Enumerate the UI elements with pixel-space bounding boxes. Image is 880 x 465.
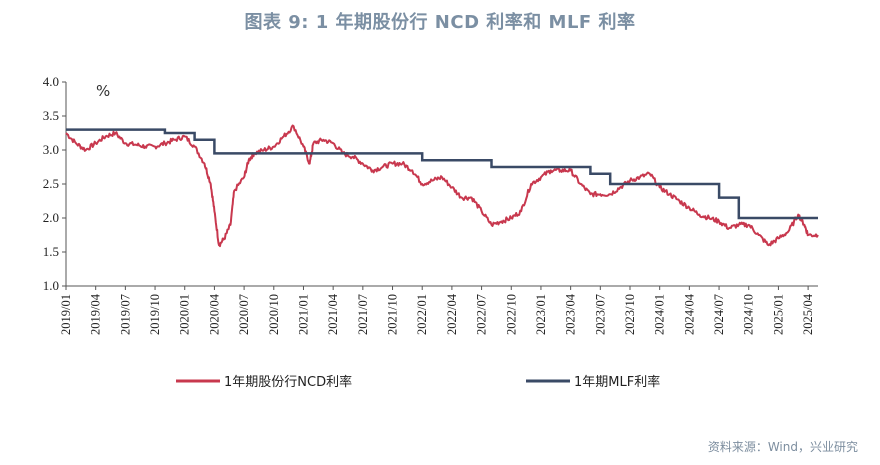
y-tick-label: 2.0 (43, 210, 59, 225)
x-tick-label: 2020/07 (237, 294, 251, 335)
y-unit-label: % (96, 82, 110, 100)
x-tick-label: 2024/07 (712, 294, 726, 335)
x-tick-label: 2021/04 (326, 293, 340, 335)
x-tick-label: 2020/04 (207, 293, 221, 335)
x-tick-label: 2021/07 (356, 294, 370, 335)
x-tick-label: 2020/10 (267, 294, 281, 335)
x-tick-label: 2019/07 (118, 294, 132, 335)
x-tick-label: 2025/01 (771, 294, 785, 335)
y-tick-label: 1.0 (43, 278, 59, 293)
y-tick-label: 3.0 (43, 142, 59, 157)
legend-item-mlf: 1年期MLF利率 (526, 374, 660, 390)
y-tick-label: 1.5 (43, 244, 59, 259)
x-tick-label: 2023/04 (564, 293, 578, 335)
chart-title: 图表 9: 1 年期股份行 NCD 利率和 MLF 利率 (244, 12, 636, 33)
series-line-ncd (65, 124, 819, 248)
y-tick-label: 2.5 (43, 176, 59, 191)
series-layer (65, 124, 819, 248)
source-note: 资料来源：Wind，兴业研究 (707, 440, 858, 454)
x-tick-label: 2019/04 (89, 293, 103, 335)
x-tick-label: 2023/01 (534, 294, 548, 335)
x-tick-label: 2024/10 (742, 294, 756, 335)
x-tick-label: 2022/01 (415, 294, 429, 335)
legend-item-ncd: 1年期股份行NCD利率 (176, 374, 352, 390)
x-tick-label: 2025/04 (801, 293, 815, 335)
x-tick-label: 2023/10 (623, 294, 637, 335)
x-tick-label: 2019/01 (59, 294, 73, 335)
x-tick-label: 2023/07 (593, 294, 607, 335)
x-tick-label: 2022/10 (504, 294, 518, 335)
x-tick-label: 2024/04 (682, 293, 696, 335)
series-line-mlf (66, 128, 818, 220)
x-tick-label: 2021/01 (296, 294, 310, 335)
axis-layer: 1.0 1.5 2.0 2.5 3.0 3.5 4.0% 2019/01 2019/04 2019… (43, 74, 818, 335)
legend: 1年期股份行NCD利率 1年期MLF利率 (176, 374, 660, 390)
y-tick-label: 4.0 (43, 74, 59, 89)
legend-label: 1年期股份行NCD利率 (224, 374, 352, 390)
y-tick-label: 3.5 (43, 108, 59, 123)
x-tick-label: 2022/04 (445, 293, 459, 335)
legend-label: 1年期MLF利率 (574, 374, 660, 390)
x-tick-label: 2022/07 (475, 294, 489, 335)
x-tick-label: 2019/10 (148, 294, 162, 335)
x-tick-label: 2020/01 (178, 294, 192, 335)
x-tick-label: 2021/10 (386, 294, 400, 335)
x-tick-label: 2024/01 (653, 294, 667, 335)
